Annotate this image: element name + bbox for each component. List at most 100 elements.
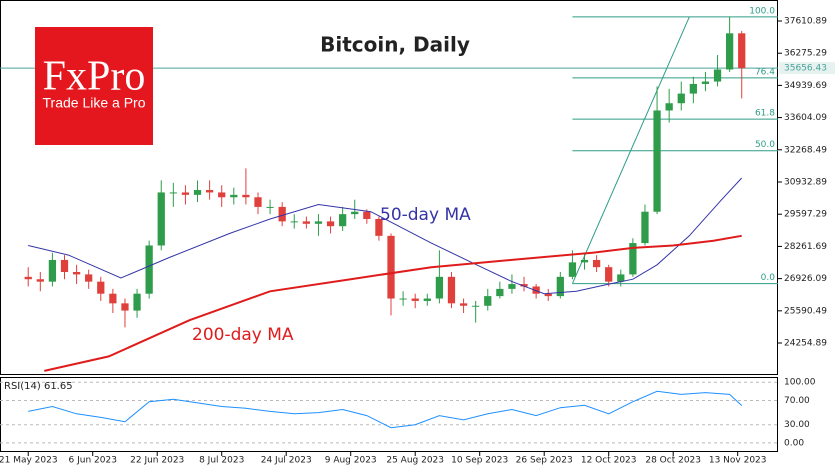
candle-body (205, 190, 214, 193)
candle-body (568, 262, 577, 277)
x-tick-label: 26 Sep 2023 (516, 456, 573, 466)
y-tick-label: 37610.89 (784, 17, 827, 27)
x-tick-label: 24 Jul 2023 (261, 456, 312, 466)
rsi-tick-label: 30.00 (784, 420, 810, 430)
moving-average (44, 234, 742, 372)
y-tick-label: 33604.09 (784, 113, 827, 123)
x-tick-label: 6 Jun 2023 (69, 456, 117, 466)
candle-body (169, 192, 177, 194)
candle-body (339, 214, 347, 227)
fib-label: 61.8 (755, 109, 775, 119)
candle-body (605, 267, 613, 282)
marks: 37610.89 36275.29 34939.69 33604.09 32268.49… (0, 6, 835, 466)
y-tick-label: 32268.49 (784, 145, 827, 155)
candle-body (218, 192, 226, 198)
candle-body (544, 293, 552, 297)
y-tick-label: 25590.49 (784, 306, 827, 316)
candle-body (713, 69, 722, 82)
fib-label: 100.0 (749, 6, 775, 16)
candle-body (725, 33, 734, 70)
candle-body (738, 33, 746, 69)
y-tick-label: 29597.29 (784, 210, 827, 220)
candle-body (24, 276, 32, 280)
chart-title: Bitcoin, Daily (320, 33, 470, 57)
rsi-tick-label: 100.00 (784, 378, 816, 388)
candle-body (556, 276, 564, 297)
x-tick-label: 9 Aug 2023 (325, 456, 377, 466)
candle-body (266, 206, 274, 208)
rsi-tick-label: 70.00 (784, 396, 810, 406)
candle-body (363, 211, 371, 219)
candle-body (472, 305, 480, 307)
candle-body (653, 110, 661, 212)
candle-body (677, 93, 685, 104)
ma-label: 200-day MA (192, 325, 294, 345)
candle-body (459, 303, 468, 306)
candle-body (387, 235, 395, 299)
candle-body (314, 221, 323, 224)
last-price-label: 35656.43 (784, 64, 827, 74)
candle-body (423, 298, 431, 301)
x-tick-label: 13 Nov 2023 (709, 456, 767, 466)
x-tick-label: 28 Oct 2023 (645, 456, 701, 466)
candle-body (532, 286, 540, 294)
candle-body (496, 288, 504, 297)
candle-body (617, 274, 625, 282)
candle-body (181, 192, 190, 195)
fib-label: 50.0 (755, 140, 775, 150)
x-tick-label: 22 Jun 2023 (130, 456, 184, 466)
candle-body (629, 243, 637, 275)
logo-tagline: Trade Like a Pro (43, 95, 146, 111)
candle-body (133, 293, 141, 311)
x-tick-label: 8 Jul 2023 (199, 456, 244, 466)
rsi-panel-frame (0, 377, 778, 452)
candle-body (435, 276, 444, 299)
candle-body (520, 284, 528, 287)
fib-trendline (571, 16, 690, 284)
logo-name: FxPro (43, 54, 146, 100)
candle-body (484, 296, 492, 306)
candle-body (60, 259, 69, 273)
candle-body (302, 221, 310, 224)
y-tick-label: 26926.09 (784, 274, 827, 284)
candle-body (689, 83, 697, 94)
candle-body (290, 221, 298, 223)
candle-body (230, 194, 238, 198)
candle-body (641, 211, 649, 244)
candle-body (592, 259, 601, 268)
main-panel-frame (0, 0, 778, 375)
x-tick-label: 12 Oct 2023 (581, 456, 637, 466)
candle-body (665, 103, 673, 111)
candle-body (447, 276, 456, 304)
fib-label: 0.0 (761, 273, 776, 283)
logo-box (35, 27, 153, 145)
ma-label: 50-day MA (380, 205, 471, 225)
candle-body (701, 81, 710, 84)
candle-body (508, 284, 516, 289)
candle-body (36, 279, 44, 282)
last-price-box (779, 62, 835, 75)
candle-body (72, 272, 81, 275)
candle-body (85, 274, 93, 282)
x-tick-label: 10 Sep 2023 (451, 456, 508, 466)
candle-body (97, 281, 105, 294)
candle-body (157, 192, 165, 246)
rsi-label: RSI(14) 61.65 (4, 381, 73, 392)
candle-body (48, 259, 57, 282)
candle-body (145, 245, 153, 294)
x-tick-label: 25 Aug 2023 (386, 456, 444, 466)
rsi-line (28, 390, 743, 429)
candle-body (254, 197, 262, 207)
x-tick-label: 21 May 2023 (0, 456, 58, 466)
y-tick-label: 28261.69 (784, 242, 827, 252)
candle-body (326, 221, 335, 227)
moving-average (28, 177, 743, 295)
candle-body (121, 303, 129, 311)
candle-body (411, 298, 419, 301)
y-tick-label: 36275.29 (784, 49, 827, 59)
candle-body (580, 259, 589, 263)
candle-body (109, 293, 117, 304)
candle-body (193, 190, 202, 195)
candle-body (242, 194, 250, 198)
